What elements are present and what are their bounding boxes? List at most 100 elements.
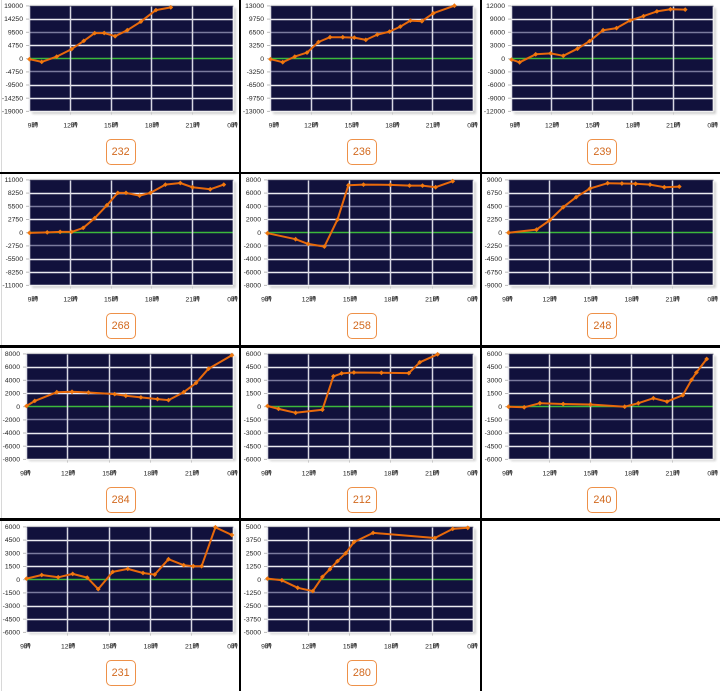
svg-text:-4000: -4000	[3, 430, 21, 437]
svg-text:21: 21	[185, 643, 193, 650]
svg-text:0: 0	[257, 577, 261, 584]
svg-text:-6000: -6000	[244, 270, 262, 277]
svg-text:13000: 13000	[245, 3, 264, 10]
svg-text:9750: 9750	[249, 16, 264, 23]
svg-text:21: 21	[425, 297, 433, 304]
svg-text:-9750: -9750	[247, 95, 265, 102]
svg-text:6000: 6000	[490, 29, 505, 36]
svg-text:12: 12	[543, 470, 551, 477]
svg-text:-6000: -6000	[3, 443, 21, 450]
svg-text:12000: 12000	[486, 3, 505, 10]
svg-text:21: 21	[666, 297, 674, 304]
svg-text:6000: 6000	[487, 351, 502, 358]
svg-text:11000: 11000	[5, 177, 24, 184]
svg-text:12: 12	[302, 643, 310, 650]
svg-text:2000: 2000	[5, 390, 20, 397]
svg-text:0: 0	[708, 297, 712, 304]
svg-text:15: 15	[343, 643, 351, 650]
svg-text:-3000: -3000	[488, 69, 506, 76]
svg-text:21: 21	[426, 122, 434, 129]
svg-text:0: 0	[708, 470, 712, 477]
svg-text:15: 15	[586, 122, 594, 129]
svg-text:9: 9	[269, 122, 273, 129]
svg-text:0: 0	[19, 56, 23, 63]
svg-text:1500: 1500	[487, 390, 502, 397]
svg-text:4000: 4000	[246, 204, 261, 211]
svg-text:-8000: -8000	[244, 283, 262, 290]
svg-text:0: 0	[16, 577, 20, 584]
svg-text:12: 12	[63, 122, 71, 129]
svg-text:0: 0	[257, 230, 261, 237]
svg-text:3750: 3750	[246, 537, 261, 544]
svg-text:6000: 6000	[246, 351, 261, 358]
svg-text:5500: 5500	[8, 204, 23, 211]
svg-text:4500: 4500	[5, 537, 20, 544]
svg-text:21: 21	[185, 470, 193, 477]
svg-text:3000: 3000	[490, 43, 505, 50]
svg-text:18: 18	[384, 470, 392, 477]
svg-text:-2000: -2000	[3, 417, 21, 424]
svg-text:21: 21	[425, 643, 433, 650]
svg-text:4000: 4000	[5, 377, 20, 384]
svg-text:6000: 6000	[246, 190, 261, 197]
svg-text:21: 21	[425, 470, 433, 477]
svg-text:6000: 6000	[5, 524, 20, 531]
svg-text:8000: 8000	[5, 351, 20, 358]
svg-text:15: 15	[343, 470, 351, 477]
svg-text:18: 18	[145, 297, 153, 304]
svg-text:15: 15	[345, 122, 353, 129]
svg-text:0: 0	[227, 470, 231, 477]
svg-text:-4500: -4500	[485, 256, 503, 263]
svg-text:0: 0	[227, 643, 231, 650]
svg-text:12: 12	[61, 470, 69, 477]
svg-text:-4500: -4500	[244, 443, 262, 450]
svg-text:9: 9	[28, 122, 32, 129]
svg-text:0: 0	[19, 230, 23, 237]
svg-text:18: 18	[625, 297, 633, 304]
svg-text:18: 18	[144, 643, 152, 650]
svg-text:18: 18	[625, 470, 633, 477]
svg-text:-8250: -8250	[6, 270, 24, 277]
svg-text:18: 18	[385, 122, 393, 129]
svg-text:9: 9	[20, 643, 24, 650]
svg-text:18: 18	[144, 470, 152, 477]
svg-text:15: 15	[104, 122, 112, 129]
svg-text:9: 9	[261, 643, 265, 650]
svg-text:15: 15	[584, 470, 592, 477]
svg-text:9: 9	[261, 470, 265, 477]
svg-text:-6000: -6000	[244, 456, 262, 463]
svg-text:0: 0	[227, 122, 231, 129]
svg-text:0: 0	[16, 403, 20, 410]
svg-text:1500: 1500	[246, 390, 261, 397]
svg-text:-2500: -2500	[244, 603, 262, 610]
svg-text:4500: 4500	[487, 364, 502, 371]
svg-text:3000: 3000	[487, 377, 502, 384]
svg-text:1500: 1500	[5, 563, 20, 570]
svg-text:15: 15	[104, 297, 112, 304]
svg-text:0: 0	[467, 297, 471, 304]
svg-text:14250: 14250	[4, 16, 23, 23]
svg-text:6750: 6750	[487, 190, 502, 197]
svg-text:15: 15	[102, 470, 110, 477]
svg-text:-2250: -2250	[485, 243, 503, 250]
svg-text:0: 0	[257, 403, 261, 410]
svg-text:0: 0	[467, 470, 471, 477]
svg-text:-3750: -3750	[244, 616, 262, 623]
svg-text:12: 12	[61, 643, 69, 650]
svg-text:0: 0	[708, 122, 712, 129]
svg-text:-6000: -6000	[3, 629, 21, 636]
svg-text:-6000: -6000	[488, 82, 506, 89]
svg-text:12: 12	[302, 470, 310, 477]
svg-text:-6000: -6000	[485, 456, 503, 463]
svg-text:15: 15	[343, 297, 351, 304]
svg-text:5000: 5000	[246, 524, 261, 531]
svg-text:9500: 9500	[8, 29, 23, 36]
svg-text:1250: 1250	[246, 563, 261, 570]
svg-text:-4500: -4500	[3, 616, 21, 623]
svg-text:12: 12	[304, 122, 312, 129]
svg-text:-1500: -1500	[3, 590, 21, 597]
svg-text:0: 0	[502, 56, 506, 63]
svg-text:3000: 3000	[5, 550, 20, 557]
svg-text:9: 9	[503, 297, 507, 304]
svg-text:12: 12	[545, 122, 553, 129]
